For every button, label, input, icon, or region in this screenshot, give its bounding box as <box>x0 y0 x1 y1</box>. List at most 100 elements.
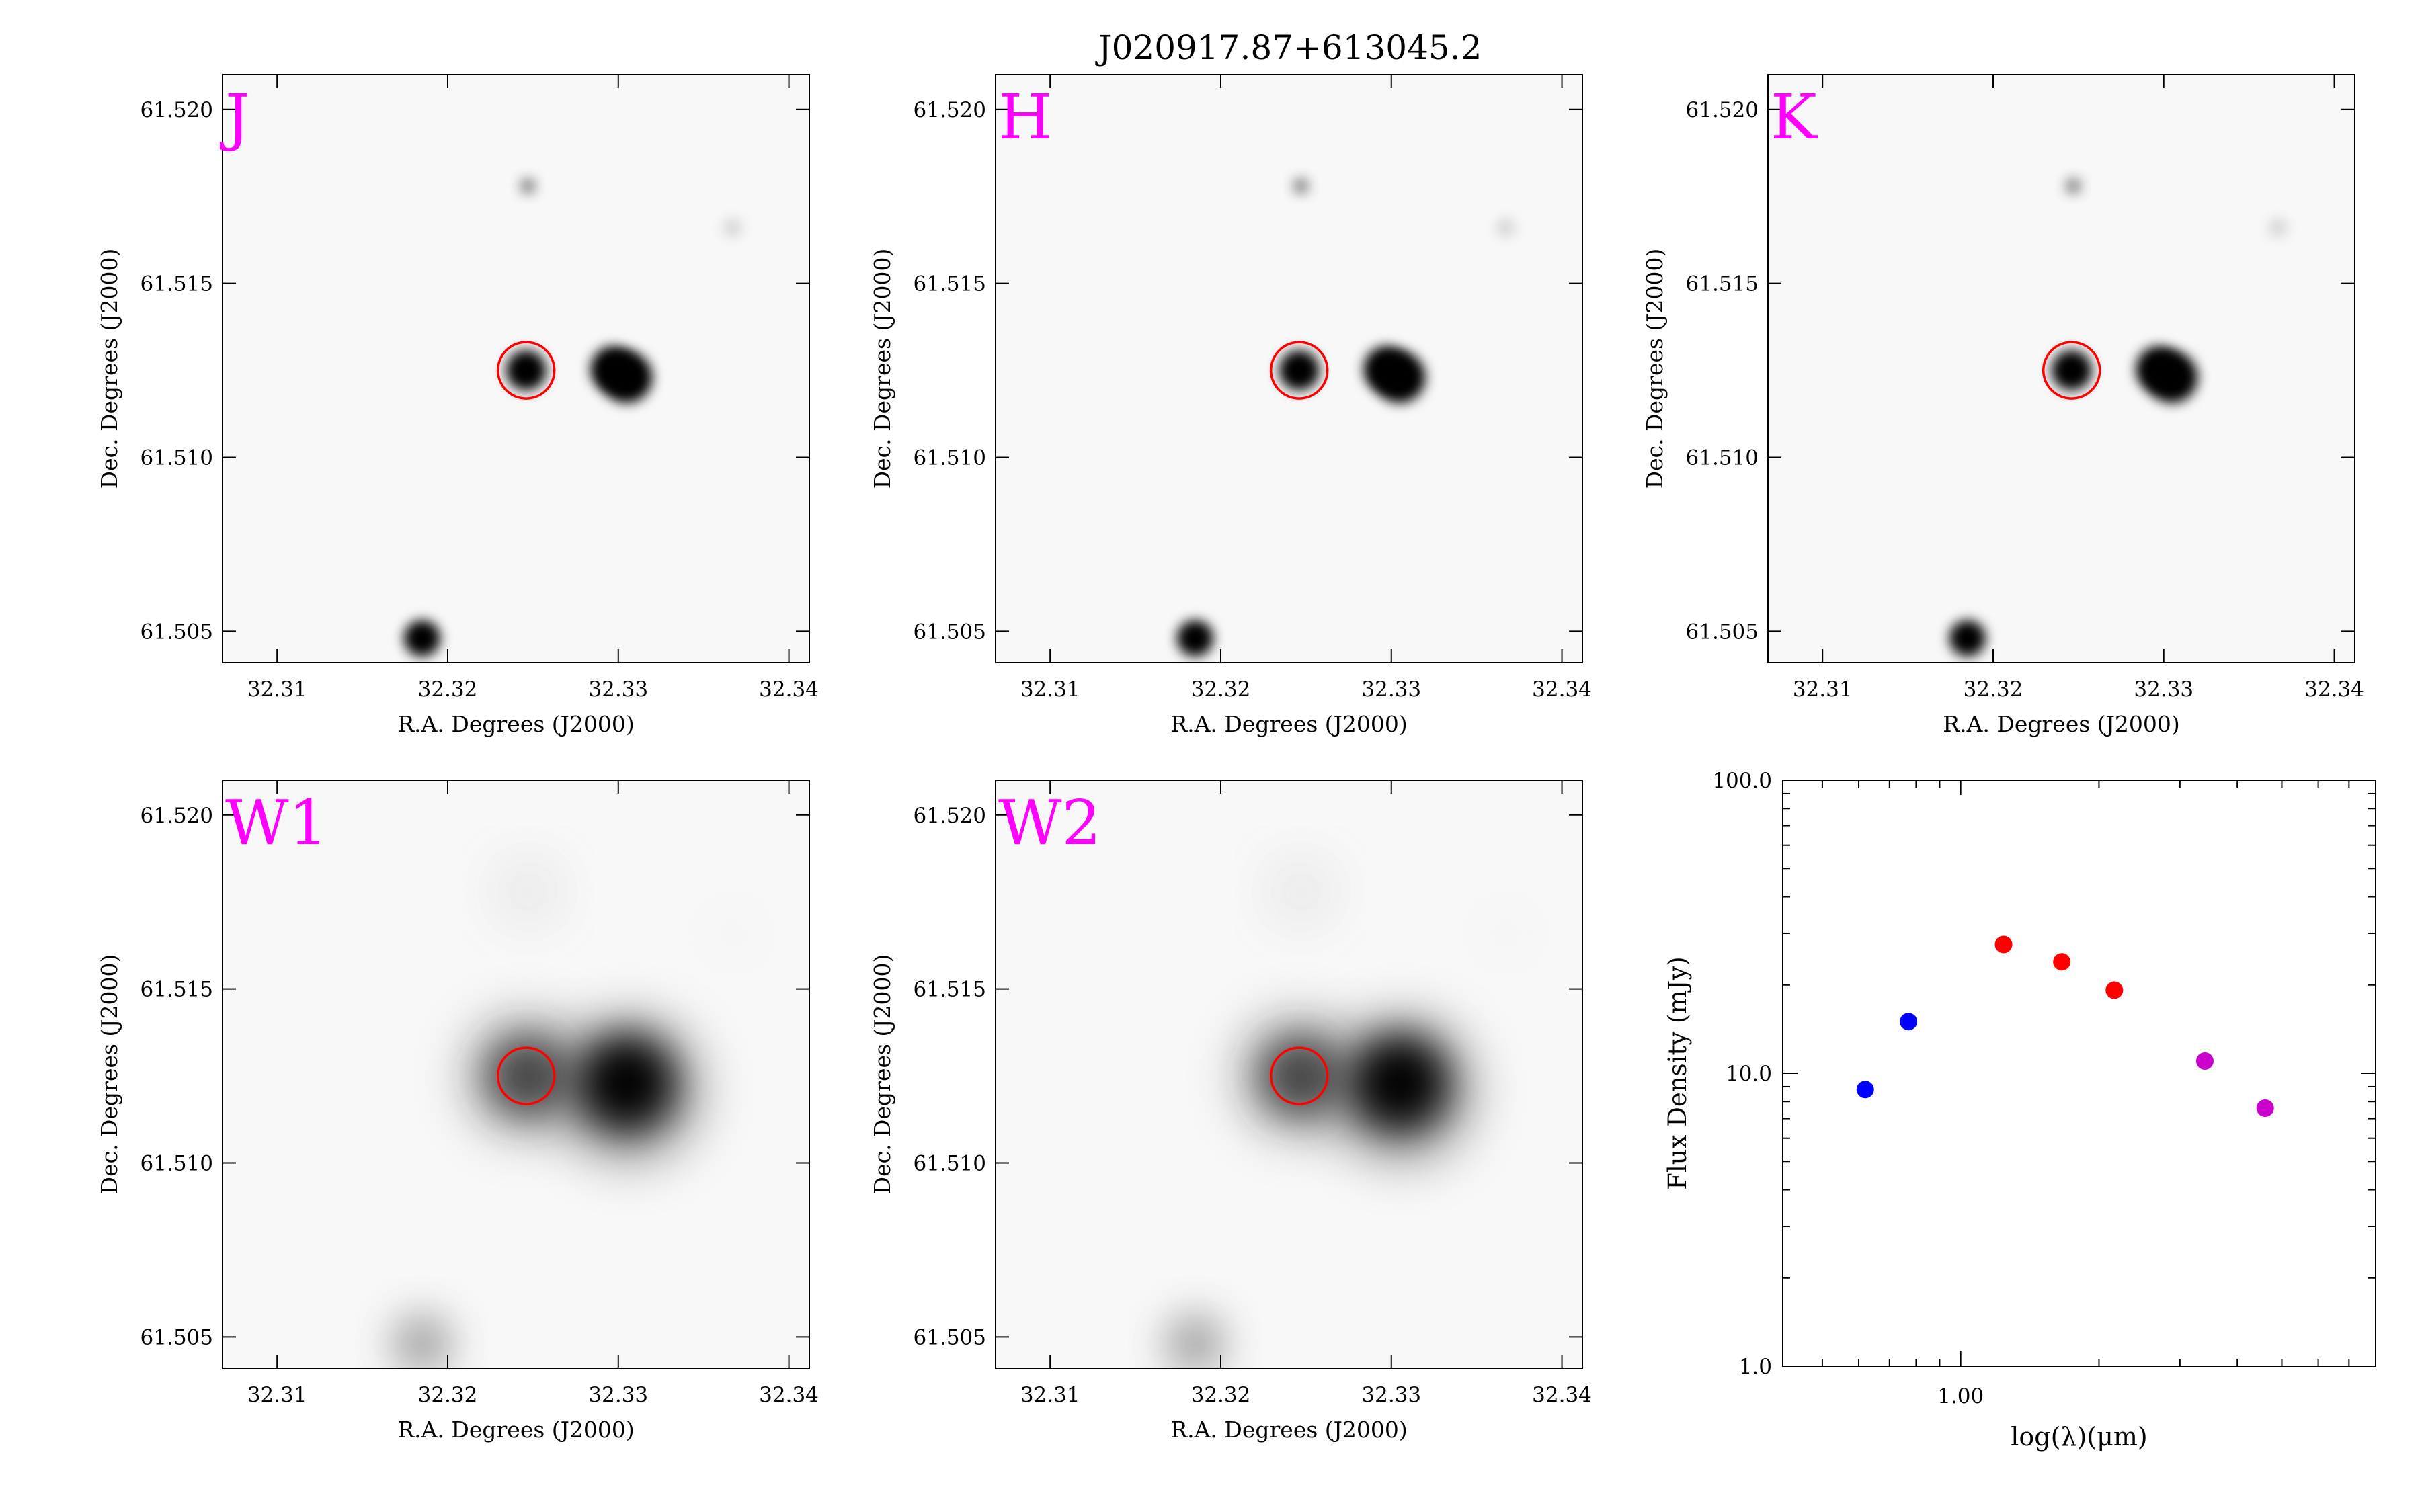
star <box>1496 218 1515 237</box>
x-tick-label: 32.32 <box>1191 677 1251 702</box>
y-tick-label: 61.505 <box>140 1325 213 1349</box>
star <box>1949 620 1986 657</box>
x-tick-label: 32.32 <box>1964 677 2023 702</box>
figure-title: J020917.87+613045.2 <box>1095 28 1482 67</box>
x-tick-label: 32.31 <box>247 1383 307 1407</box>
image-content <box>1164 861 1533 1368</box>
star <box>2146 351 2198 403</box>
x-tick-label: 32.32 <box>418 1383 478 1407</box>
panel-frame <box>222 74 810 663</box>
sed-data-point <box>1900 1013 1918 1031</box>
x-axis-label: R.A. Degrees (J2000) <box>1170 1417 1407 1443</box>
y-tick-label: 61.515 <box>140 272 213 296</box>
x-tick-label: 32.33 <box>2134 677 2193 702</box>
sed-data-point <box>1994 935 2013 954</box>
star <box>520 177 536 194</box>
sed-data-point <box>2256 1099 2274 1117</box>
y-axis-label: Dec. Degrees (J2000) <box>96 249 122 489</box>
band-label: H <box>998 81 1052 153</box>
x-axis-label: R.A. Degrees (J2000) <box>397 711 634 737</box>
image-panel-w1: 32.31 32.32 32.33 32.34 61.520 61.515 61.510 61… <box>96 780 819 1443</box>
y-tick-label: 61.515 <box>1686 272 1759 296</box>
y-tick-label: 61.510 <box>1686 446 1759 470</box>
y-axis-label: Dec. Degrees (J2000) <box>869 954 895 1195</box>
y-tick-label: 100.0 <box>1712 769 1772 793</box>
y-tick-label: 61.510 <box>140 1152 213 1176</box>
y-axis-label: Dec. Degrees (J2000) <box>96 954 122 1195</box>
image-panel-w2: 32.31 32.32 32.33 32.34 61.520 61.515 61.510 61… <box>869 780 1592 1443</box>
x-tick-label: 32.33 <box>1361 677 1421 702</box>
y-tick-label: 61.505 <box>914 620 986 644</box>
star <box>581 1037 673 1129</box>
star <box>2268 218 2288 237</box>
y-tick-label: 61.510 <box>914 446 986 470</box>
panel-frame <box>222 780 810 1369</box>
x-tick-label: 32.33 <box>1361 1383 1421 1407</box>
sed-frame <box>1782 780 2376 1367</box>
image-panel-j: 32.31 32.32 32.33 32.34 61.520 61.515 61.510 61… <box>96 74 819 737</box>
target-circle <box>496 341 556 400</box>
target-circle <box>1269 1046 1329 1105</box>
sed-data-point <box>2105 981 2124 999</box>
x-tick-label: 32.34 <box>1532 1383 1592 1407</box>
star <box>1478 906 1533 960</box>
target-circle <box>1269 341 1329 400</box>
x-tick-label: 32.33 <box>588 1383 648 1407</box>
target-star <box>2051 350 2092 391</box>
panel-frame <box>1767 74 2355 663</box>
star <box>2065 177 2082 194</box>
image-content <box>1176 177 1515 657</box>
x-tick-label: 32.31 <box>1793 677 1853 702</box>
y-axis-label: Dec. Degrees (J2000) <box>1642 249 1668 489</box>
band-label: K <box>1771 81 1818 153</box>
sed-panel: 100.0 10.0 1.0 1.00 log(λ)(μm) Flux Density (… <box>1663 769 2376 1452</box>
star <box>1176 620 1213 657</box>
y-tick-label: 61.515 <box>914 978 986 1002</box>
y-tick-label: 10.0 <box>1726 1062 1772 1086</box>
y-tick-label: 61.520 <box>914 804 986 828</box>
y-axis-label: Dec. Degrees (J2000) <box>869 249 895 489</box>
y-tick-label: 61.515 <box>140 978 213 1002</box>
panel-frame <box>995 780 1583 1369</box>
sed-data-point <box>2195 1052 2214 1070</box>
star <box>1164 1313 1225 1368</box>
target-circle <box>496 1046 556 1105</box>
x-axis-label: R.A. Degrees (J2000) <box>1943 711 2179 737</box>
x-tick-label: 32.31 <box>247 677 307 702</box>
x-axis-label: R.A. Degrees (J2000) <box>397 1417 634 1443</box>
y-tick-label: 61.505 <box>914 1325 986 1349</box>
band-label: W1 <box>225 787 328 859</box>
x-tick-label: 32.31 <box>1020 1383 1080 1407</box>
star <box>1354 1037 1446 1129</box>
x-axis-label: log(λ)(μm) <box>2011 1422 2147 1452</box>
y-tick-label: 61.505 <box>140 620 213 644</box>
x-tick-label: 32.31 <box>1020 677 1080 702</box>
star <box>391 1313 452 1368</box>
star <box>497 861 559 922</box>
star <box>705 906 760 960</box>
y-tick-label: 61.510 <box>140 446 213 470</box>
image-panel-k: 32.31 32.32 32.33 32.34 61.520 61.515 61.510 61… <box>1642 74 2364 737</box>
target-circle <box>2042 341 2101 400</box>
star <box>723 218 742 237</box>
band-label: W2 <box>998 787 1101 859</box>
y-tick-label: 61.505 <box>1686 620 1759 644</box>
y-tick-label: 61.520 <box>1686 98 1759 122</box>
x-tick-label: 32.32 <box>1191 1383 1251 1407</box>
sed-data-point <box>1856 1081 1874 1099</box>
x-tick-label: 32.34 <box>759 677 819 702</box>
x-tick-label: 1.00 <box>1937 1384 1984 1409</box>
image-content <box>1949 177 2288 657</box>
star <box>1270 861 1332 922</box>
star <box>1374 351 1426 403</box>
target-star <box>506 350 547 391</box>
y-tick-label: 61.520 <box>140 804 213 828</box>
y-tick-label: 61.520 <box>914 98 986 122</box>
y-tick-label: 61.520 <box>140 98 213 122</box>
y-axis-label: Flux Density (mJy) <box>1663 956 1692 1189</box>
y-tick-label: 61.515 <box>914 272 986 296</box>
x-tick-label: 32.33 <box>588 677 648 702</box>
sed-data-point <box>2053 953 2071 971</box>
panel-frame <box>995 74 1583 663</box>
